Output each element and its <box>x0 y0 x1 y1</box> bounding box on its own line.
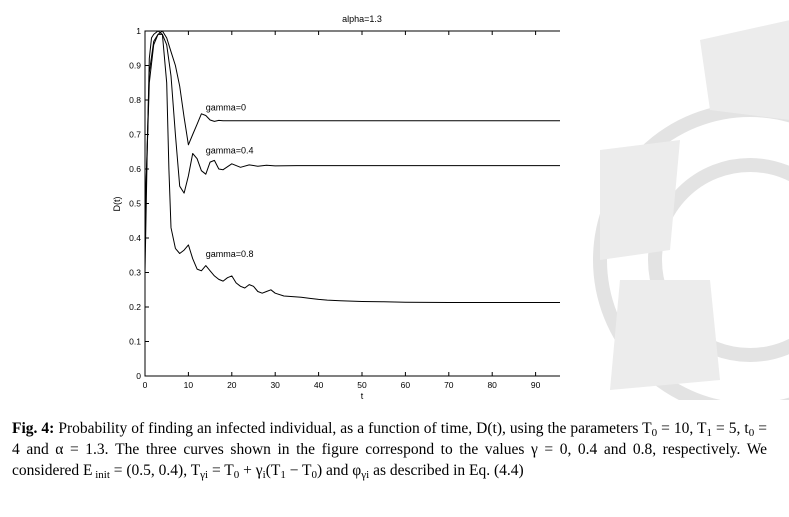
caption-subscript: i <box>262 469 266 481</box>
x-axis-label: t <box>361 391 364 401</box>
caption-text: as described in Eq. (4.4) <box>369 462 524 479</box>
y-tick-label: 0.8 <box>129 95 141 105</box>
y-axis-ticks: 0 0.1 0.2 0.3 0.4 0.5 0.6 0.7 0.8 0.9 1 <box>129 26 149 381</box>
series-line-2 <box>144 30 560 303</box>
x-tick-label: 70 <box>444 380 454 390</box>
plot-area-frame <box>144 30 560 377</box>
curve-label: gamma=0.4 <box>206 145 254 155</box>
caption-text: Probability of finding an infected indiv… <box>54 420 652 437</box>
caption-subscript: 0 <box>311 469 318 481</box>
y-tick-label: 0.9 <box>129 61 141 71</box>
x-tick-label: 20 <box>227 380 237 390</box>
y-axis-label: D(t) <box>112 197 122 212</box>
y-tick-label: 0.3 <box>129 268 141 278</box>
x-tick-label: 60 <box>401 380 411 390</box>
y-tick-label: 0.4 <box>129 233 141 243</box>
caption-text: = (0.5, 0.4), T <box>109 462 201 479</box>
caption-subscript: 0 <box>651 427 658 439</box>
x-tick-label: 80 <box>487 380 497 390</box>
caption-text: (T <box>265 462 281 479</box>
x-tick-label: 0 <box>143 380 148 390</box>
y-tick-label: 0.2 <box>129 302 141 312</box>
caption-text: ) and φ <box>317 462 362 479</box>
figure-caption: Fig. 4: Probability of finding an infect… <box>12 418 767 481</box>
caption-text: = T <box>208 462 234 479</box>
caption-label: Fig. 4: <box>12 420 55 437</box>
x-tick-label: 40 <box>314 380 324 390</box>
watermark-seal <box>593 20 789 400</box>
series-line-0 <box>144 30 560 221</box>
y-tick-label: 0.5 <box>129 199 141 209</box>
curve-label: gamma=0.8 <box>206 249 254 259</box>
x-tick-label: 10 <box>184 380 194 390</box>
y-tick-label: 0 <box>136 371 141 381</box>
y-tick-label: 0.7 <box>129 130 141 140</box>
x-axis-ticks: 0102030405060708090100 <box>143 31 541 390</box>
caption-text: − T <box>285 462 312 479</box>
chart-title: alpha=1.3 <box>342 14 382 24</box>
series-line-1 <box>144 33 560 221</box>
y-tick-label: 0.1 <box>129 337 141 347</box>
series-lines <box>144 30 560 303</box>
y-tick-label: 1 <box>136 26 141 36</box>
caption-subscript: 1 <box>280 469 286 481</box>
x-tick-label: 30 <box>270 380 280 390</box>
curve-label: gamma=0 <box>206 102 246 112</box>
caption-subscript: 0 <box>233 469 240 481</box>
caption-subscript: γi <box>361 469 370 481</box>
caption-subscript: init <box>92 469 110 481</box>
caption-text: + γ <box>239 462 263 479</box>
x-tick-label: 90 <box>531 380 541 390</box>
caption-text: = 5, t <box>711 420 749 437</box>
caption-text: = 4 and α = 1.3. The three curves shown … <box>12 420 767 479</box>
y-tick-label: 0.6 <box>129 164 141 174</box>
caption-subscript: 1 <box>706 427 712 439</box>
caption-text: = 10, T <box>657 420 707 437</box>
caption-subscript: γi <box>200 469 209 481</box>
x-tick-label: 50 <box>357 380 367 390</box>
curve-labels: gamma=0 gamma=0.4 gamma=0.8 <box>206 102 254 259</box>
caption-subscript: 0 <box>748 427 755 439</box>
figure: alpha=1.3 0102030405060708090100 00.10.2… <box>112 14 560 401</box>
